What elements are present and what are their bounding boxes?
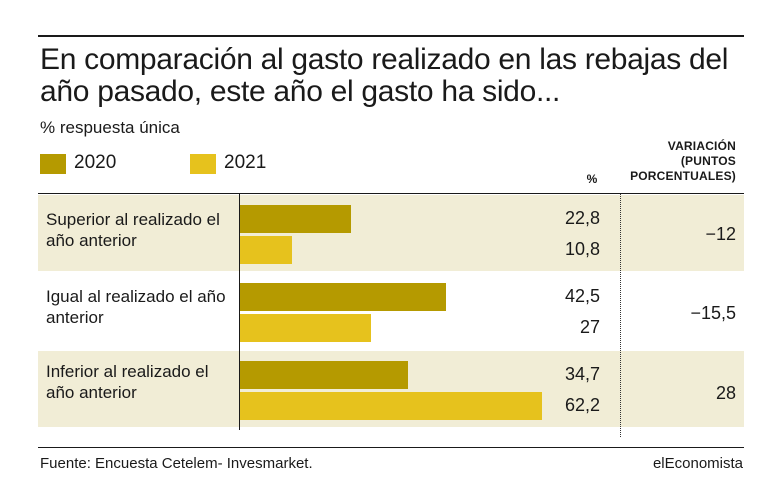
value-label-2021-superior: 10,8 [564,239,600,259]
row-band-1 [38,195,744,271]
legend-label-2021: 2021 [224,152,267,173]
chart-title: En comparación al gasto realizado en las… [40,43,729,108]
category-label-igual: Igual al realizado el año anterior [46,287,226,327]
value-label-2020-igual: 42,5 [564,286,600,306]
variation-column-header: VARIACIÓN (PUNTOS PORCENTUALES) [630,139,736,183]
bar-2021-inferior [240,392,542,420]
bar-2020-inferior [240,361,409,389]
legend-swatch-2021 [190,154,216,174]
source-note: Fuente: Encuesta Cetelem- Invesmarket. [40,455,313,472]
legend-swatch-2020 [40,154,66,174]
value-label-2021-inferior: 62,2 [564,395,600,415]
bar-2021-igual [240,314,372,342]
chart-subtitle: % respuesta única [40,118,180,137]
legend-label-2020: 2020 [74,152,117,173]
bottom-rule [38,447,744,448]
bar-2020-igual [240,283,447,311]
bar-2021-superior [240,236,293,264]
variation-value-igual: −15,5 [690,303,736,323]
bar-axis [239,194,240,430]
variation-divider [620,194,621,437]
category-label-superior: Superior al realizado el año anterior [46,210,220,250]
header-rule [38,193,744,194]
variation-value-inferior: 28 [715,383,736,403]
value-label-2020-inferior: 34,7 [564,364,600,384]
percent-column-header: % [586,172,598,186]
top-rule [38,35,744,37]
category-label-inferior: Inferior al realizado el año anterior [46,362,209,402]
value-label-2021-igual: 27 [579,317,600,337]
brand-logo: elEconomista [652,455,743,472]
value-label-2020-superior: 22,8 [564,208,600,228]
bar-2020-superior [240,205,351,233]
variation-value-superior: −12 [705,224,736,244]
